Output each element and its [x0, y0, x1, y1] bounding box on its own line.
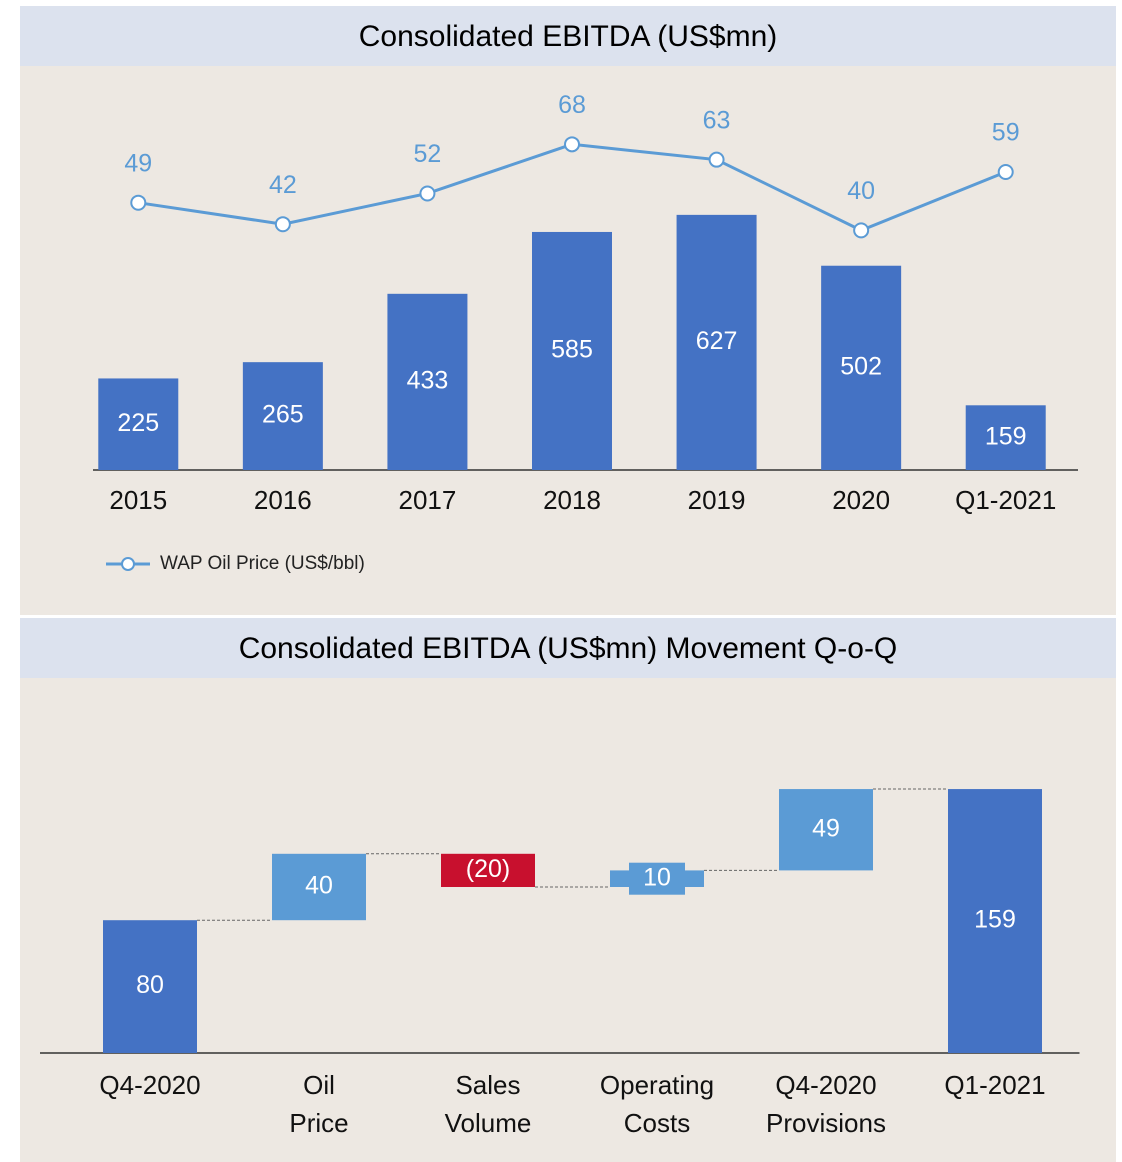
data-label: 52 — [414, 140, 442, 168]
bar — [103, 920, 197, 1053]
line-point — [564, 136, 580, 153]
x-tick-label: Costs — [624, 1108, 690, 1138]
bar — [387, 293, 468, 470]
bar — [441, 853, 535, 887]
bar — [948, 789, 1042, 1053]
line-point — [274, 216, 291, 233]
x-tick-label: Q4-2020 — [99, 1070, 200, 1100]
data-label: 585 — [551, 336, 593, 364]
x-tick-label: Q1-2021 — [955, 485, 1056, 515]
data-label: 159 — [974, 906, 1016, 934]
data-label: 159 — [985, 422, 1027, 450]
x-tick-label: 2016 — [254, 485, 312, 515]
x-tick-label: Oil — [303, 1070, 335, 1100]
bar — [532, 231, 612, 470]
header-band — [20, 618, 1116, 678]
data-label: 627 — [696, 327, 738, 355]
bar — [779, 789, 873, 871]
label-box — [629, 862, 685, 895]
chart-title: Consolidated EBITDA (US$mn) — [359, 20, 778, 53]
data-label: 42 — [269, 171, 297, 199]
x-tick-label: 2015 — [109, 485, 167, 515]
data-label: 59 — [992, 119, 1020, 147]
x-tick-label: Operating — [600, 1070, 714, 1100]
x-tick-label: 2017 — [399, 485, 457, 515]
x-tick-label: Q1-2021 — [944, 1070, 1045, 1100]
x-tick-label: Provisions — [766, 1108, 886, 1138]
x-tick-label: Sales — [455, 1070, 520, 1100]
data-label: 40 — [847, 177, 875, 205]
x-tick-label: Volume — [445, 1108, 532, 1138]
bar — [821, 265, 902, 470]
line-point — [419, 185, 436, 202]
bar — [98, 378, 179, 470]
x-tick-label: 2019 — [688, 485, 746, 515]
data-label: 68 — [558, 91, 586, 119]
legend-label: WAP Oil Price (US$/bbl) — [160, 553, 365, 574]
data-label: 49 — [124, 149, 152, 177]
x-tick-label: 2020 — [832, 485, 890, 515]
data-label: (20) — [466, 855, 510, 883]
line-point — [708, 151, 725, 168]
data-label: 63 — [703, 106, 731, 134]
legend-marker — [121, 557, 135, 571]
bar — [965, 405, 1046, 470]
data-label: 225 — [117, 409, 159, 437]
line-point — [130, 194, 147, 211]
data-label: 502 — [840, 352, 882, 380]
bar — [272, 853, 366, 921]
line-point — [853, 222, 870, 239]
bar — [242, 362, 323, 470]
data-label: 433 — [407, 367, 449, 395]
x-tick-label: Price — [289, 1108, 348, 1138]
data-label: 265 — [262, 401, 304, 429]
bar — [676, 214, 757, 470]
chart-title: Consolidated EBITDA (US$mn) Movement Q-o… — [239, 632, 898, 665]
x-tick-label: 2018 — [543, 485, 601, 515]
data-label: 80 — [136, 971, 164, 999]
line-point — [997, 163, 1014, 180]
data-label: 10 — [643, 863, 671, 891]
x-tick-label: Q4-2020 — [775, 1070, 876, 1100]
data-label: 49 — [812, 814, 840, 842]
header-band — [20, 6, 1116, 66]
data-label: 40 — [305, 872, 333, 900]
